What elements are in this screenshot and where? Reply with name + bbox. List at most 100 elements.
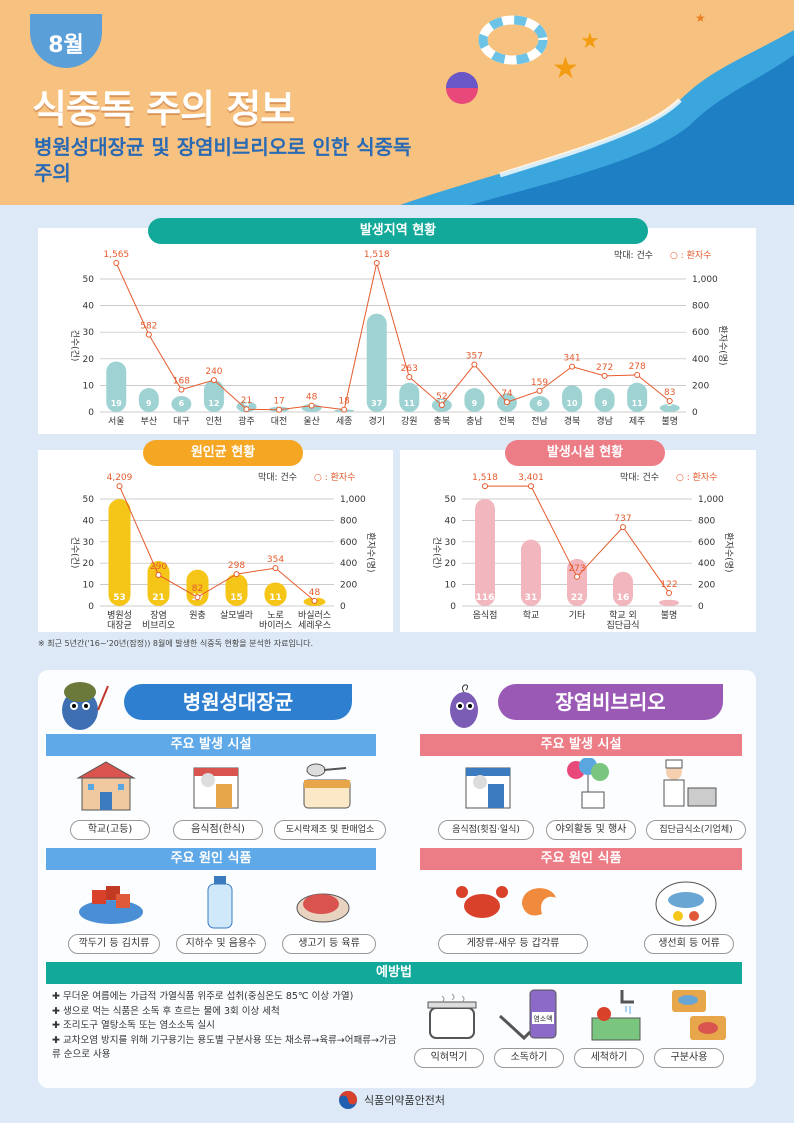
pathogen-chart-svg: 0 10 20 30 40 50 0 200 400 600 800 1,000 건수(건) 환자수(명)…: [69, 473, 377, 631]
y-tick-label: 30: [445, 538, 457, 548]
legend-line: ○ : 환자수: [314, 473, 356, 483]
prevention-item: ✚ 교차오염 방지를 위해 기구용기는 용도별 구분사용 또는 채소류→육류→어…: [52, 1034, 397, 1061]
patient-value-label: 341: [563, 354, 580, 364]
month-badge: 8월: [30, 14, 102, 68]
x-tick-label: 울산: [303, 416, 320, 427]
water-bottle-icon: [207, 876, 233, 929]
patient-point: [438, 402, 445, 409]
balloon-event-icon: [567, 758, 609, 809]
patient-value-label: 582: [140, 322, 157, 332]
y-axis-label: 건수(건): [69, 537, 80, 569]
x-tick-label: 살모넬라: [220, 609, 254, 621]
vibrio-food-label: 생선회 등 어류: [644, 934, 734, 954]
vibrio-title: 장염비브리오: [498, 684, 723, 720]
y-tick-label: 20: [83, 355, 95, 365]
patient-point: [536, 387, 543, 394]
patient-point: [373, 260, 380, 267]
y-tick-label: 40: [445, 516, 457, 526]
y2-tick-label: 0: [340, 602, 346, 612]
svg-text:★: ★: [552, 51, 579, 86]
pathogen-chart-title: 원인균 현황: [143, 440, 303, 466]
y2-tick-label: 800: [340, 516, 357, 526]
y2-tick-label: 1,000: [698, 495, 724, 505]
y-axis-label: 건수(건): [431, 537, 442, 569]
patient-value-label: 290: [150, 562, 167, 572]
x-tick-label: 병원성: [107, 610, 132, 621]
patient-value-label: 122: [660, 580, 677, 590]
bar: [529, 396, 550, 412]
prevention-icon-label: 익혀먹기: [414, 1048, 484, 1068]
bar-value-label: 53: [113, 593, 126, 603]
patient-value-label: 240: [205, 367, 222, 377]
washing-icon: [591, 990, 641, 1041]
patient-point: [471, 361, 478, 368]
patient-value-label: 83: [664, 388, 675, 398]
y-tick-label: 0: [450, 602, 456, 612]
x-tick-label: 인천: [206, 416, 223, 427]
y-tick-label: 40: [83, 516, 95, 526]
region-chart-title: 발생지역 현황: [148, 218, 648, 244]
prevention-icon-label: 구분사용: [654, 1048, 724, 1068]
y2-tick-label: 600: [692, 328, 709, 338]
x-tick-label: 학교 외: [609, 609, 637, 621]
patient-value-label: 168: [173, 377, 190, 387]
bar-value-label: 37: [371, 399, 382, 408]
legend-bar: 막대: 건수: [620, 473, 660, 483]
bar-value-label: 9: [472, 399, 478, 408]
y-tick-label: 30: [83, 538, 95, 548]
patient-value-label: 272: [596, 363, 613, 373]
prevention-icon-label: 세척하기: [574, 1048, 644, 1068]
patient-point: [276, 406, 283, 413]
patient-value-label: 357: [466, 352, 483, 362]
bar-value-label: 10: [566, 399, 578, 408]
region-chart-svg: 0 10 20 30 40 50 0 200 400 600 800 1,000 건수(건) 환자수(명)…: [69, 250, 729, 427]
government-logo-icon: [339, 1091, 357, 1109]
y2-tick-label: 0: [698, 602, 704, 612]
bar-value-label: 11: [632, 399, 644, 408]
patient-point: [503, 399, 510, 406]
x-tick-label: 장염: [150, 610, 167, 621]
y2-tick-label: 200: [692, 381, 709, 391]
y-tick-label: 30: [83, 328, 95, 338]
facility-chart-title: 발생시설 현황: [505, 440, 665, 466]
prevention-icon-label: 소독하기: [494, 1048, 564, 1068]
bar: [171, 396, 192, 412]
sashimi-fish-icon: [655, 881, 717, 927]
patient-value-label: 21: [241, 396, 252, 406]
header-banner: ★ ★ ★ 8월 식중독 주의 정보 병원성대장균 및 장염비브리오로 인한 식…: [0, 0, 794, 205]
x-tick-label: 대구: [173, 416, 190, 427]
x-tick-label: 경남: [596, 415, 613, 427]
legend-line: ○ : 환자수: [676, 473, 718, 483]
bar: [138, 388, 159, 412]
patient-value-label: 74: [501, 389, 513, 399]
patient-point: [574, 573, 580, 580]
page-title: 식중독 주의 정보: [32, 87, 295, 131]
patient-value-label: 737: [614, 514, 631, 524]
ecoli-food-tab: 주요 원인 식품: [46, 848, 376, 870]
bar-value-label: 116: [476, 593, 495, 603]
bar-value-label: 19: [111, 399, 123, 408]
bar: [186, 569, 209, 606]
bar-value-label: 4: [244, 399, 250, 408]
y2-tick-label: 400: [692, 355, 709, 365]
patient-value-label: 48: [309, 588, 321, 598]
patient-value-label: 1,518: [364, 250, 390, 260]
patient-point: [145, 331, 152, 338]
y2-tick-label: 400: [698, 559, 715, 569]
x-tick-label: 기타: [569, 610, 586, 621]
patient-point: [308, 402, 315, 409]
bar-value-label: 1: [341, 399, 347, 408]
korean-restaurant-icon: [193, 767, 239, 809]
ecoli-food-label: 깍두기 등 김치류: [68, 934, 160, 954]
y2-tick-label: 800: [698, 516, 715, 526]
prevention-list: ✚ 무더운 여름에는 가급적 가열식품 위주로 섭취(중심온도 85℃ 이상 가…: [52, 990, 402, 1063]
patient-point: [243, 406, 250, 413]
bar-value-label: 11: [404, 399, 416, 408]
bar-value-label: 3: [666, 593, 672, 603]
ecoli-title: 병원성대장균: [124, 684, 352, 720]
y-tick-label: 20: [445, 559, 457, 569]
x-tick-label: 세종: [336, 416, 353, 427]
x-tick-label: 전북: [499, 416, 516, 427]
y2-tick-label: 600: [698, 538, 715, 548]
vibrio-facility-tab: 주요 발생 시설: [420, 734, 742, 756]
